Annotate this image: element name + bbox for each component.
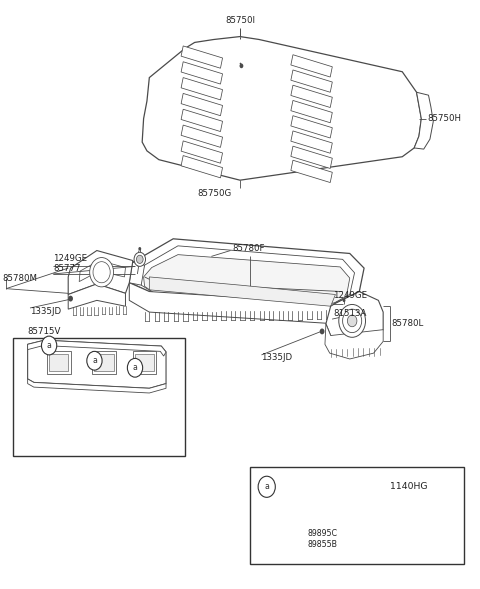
Text: 85780L: 85780L xyxy=(392,319,424,328)
Bar xyxy=(92,352,116,373)
Circle shape xyxy=(134,252,145,266)
Polygon shape xyxy=(181,78,223,100)
Polygon shape xyxy=(129,283,360,324)
Bar xyxy=(13,339,185,456)
Polygon shape xyxy=(181,125,223,147)
Text: 85750I: 85750I xyxy=(225,16,255,25)
Text: 85750G: 85750G xyxy=(197,189,231,198)
Circle shape xyxy=(41,336,57,355)
Circle shape xyxy=(339,305,365,337)
Text: 89895C: 89895C xyxy=(308,528,338,538)
Text: a: a xyxy=(92,356,97,365)
Text: 85715V: 85715V xyxy=(28,326,61,336)
Circle shape xyxy=(136,255,143,263)
Bar xyxy=(47,352,71,373)
Polygon shape xyxy=(414,92,433,149)
Polygon shape xyxy=(326,292,383,345)
Text: 85780M: 85780M xyxy=(3,273,38,283)
Text: a: a xyxy=(132,363,137,372)
Circle shape xyxy=(90,257,114,287)
Text: 89855B: 89855B xyxy=(308,540,337,550)
Polygon shape xyxy=(68,250,132,294)
Polygon shape xyxy=(141,246,355,305)
Circle shape xyxy=(93,262,110,283)
Polygon shape xyxy=(181,141,223,163)
Text: 85750H: 85750H xyxy=(427,114,461,123)
Circle shape xyxy=(320,329,324,335)
Polygon shape xyxy=(291,160,332,183)
Polygon shape xyxy=(325,324,383,359)
Polygon shape xyxy=(68,284,125,309)
Bar xyxy=(49,354,68,371)
Text: 85780F: 85780F xyxy=(232,244,264,253)
Circle shape xyxy=(68,296,73,302)
Text: a: a xyxy=(47,341,51,350)
Text: 1249GE: 1249GE xyxy=(53,254,87,263)
Circle shape xyxy=(420,525,427,535)
Polygon shape xyxy=(257,524,295,541)
Text: 85777: 85777 xyxy=(53,264,81,273)
Polygon shape xyxy=(28,340,166,356)
Circle shape xyxy=(271,527,281,539)
Polygon shape xyxy=(291,55,332,77)
Circle shape xyxy=(417,515,430,530)
Polygon shape xyxy=(291,101,332,123)
Text: 1140HG: 1140HG xyxy=(390,482,427,491)
Polygon shape xyxy=(181,155,223,178)
Text: 81513A: 81513A xyxy=(333,309,366,318)
Polygon shape xyxy=(149,277,336,306)
Bar xyxy=(250,468,464,564)
Bar xyxy=(135,354,154,371)
Circle shape xyxy=(343,309,362,333)
Polygon shape xyxy=(28,379,166,393)
Polygon shape xyxy=(142,37,421,180)
Text: a: a xyxy=(264,482,269,491)
Polygon shape xyxy=(291,85,332,108)
Text: 1335JD: 1335JD xyxy=(262,353,293,362)
Polygon shape xyxy=(181,46,223,68)
Polygon shape xyxy=(129,262,144,285)
Circle shape xyxy=(274,530,278,536)
Text: 1335JD: 1335JD xyxy=(30,307,61,316)
Circle shape xyxy=(138,247,141,250)
Polygon shape xyxy=(129,239,364,303)
Polygon shape xyxy=(79,260,125,282)
Polygon shape xyxy=(291,146,332,168)
Polygon shape xyxy=(291,70,332,92)
Polygon shape xyxy=(144,254,350,306)
Polygon shape xyxy=(291,115,332,138)
Circle shape xyxy=(258,477,276,497)
Polygon shape xyxy=(181,94,223,115)
Polygon shape xyxy=(181,109,223,131)
Polygon shape xyxy=(181,62,223,84)
Circle shape xyxy=(127,358,143,377)
Circle shape xyxy=(343,299,346,302)
Bar xyxy=(132,352,156,373)
Polygon shape xyxy=(291,131,332,153)
Bar xyxy=(95,354,114,371)
Polygon shape xyxy=(262,537,293,551)
Circle shape xyxy=(348,315,357,327)
Circle shape xyxy=(87,352,102,370)
Text: 1249GE: 1249GE xyxy=(333,292,367,300)
Polygon shape xyxy=(28,340,166,388)
Circle shape xyxy=(240,64,243,68)
